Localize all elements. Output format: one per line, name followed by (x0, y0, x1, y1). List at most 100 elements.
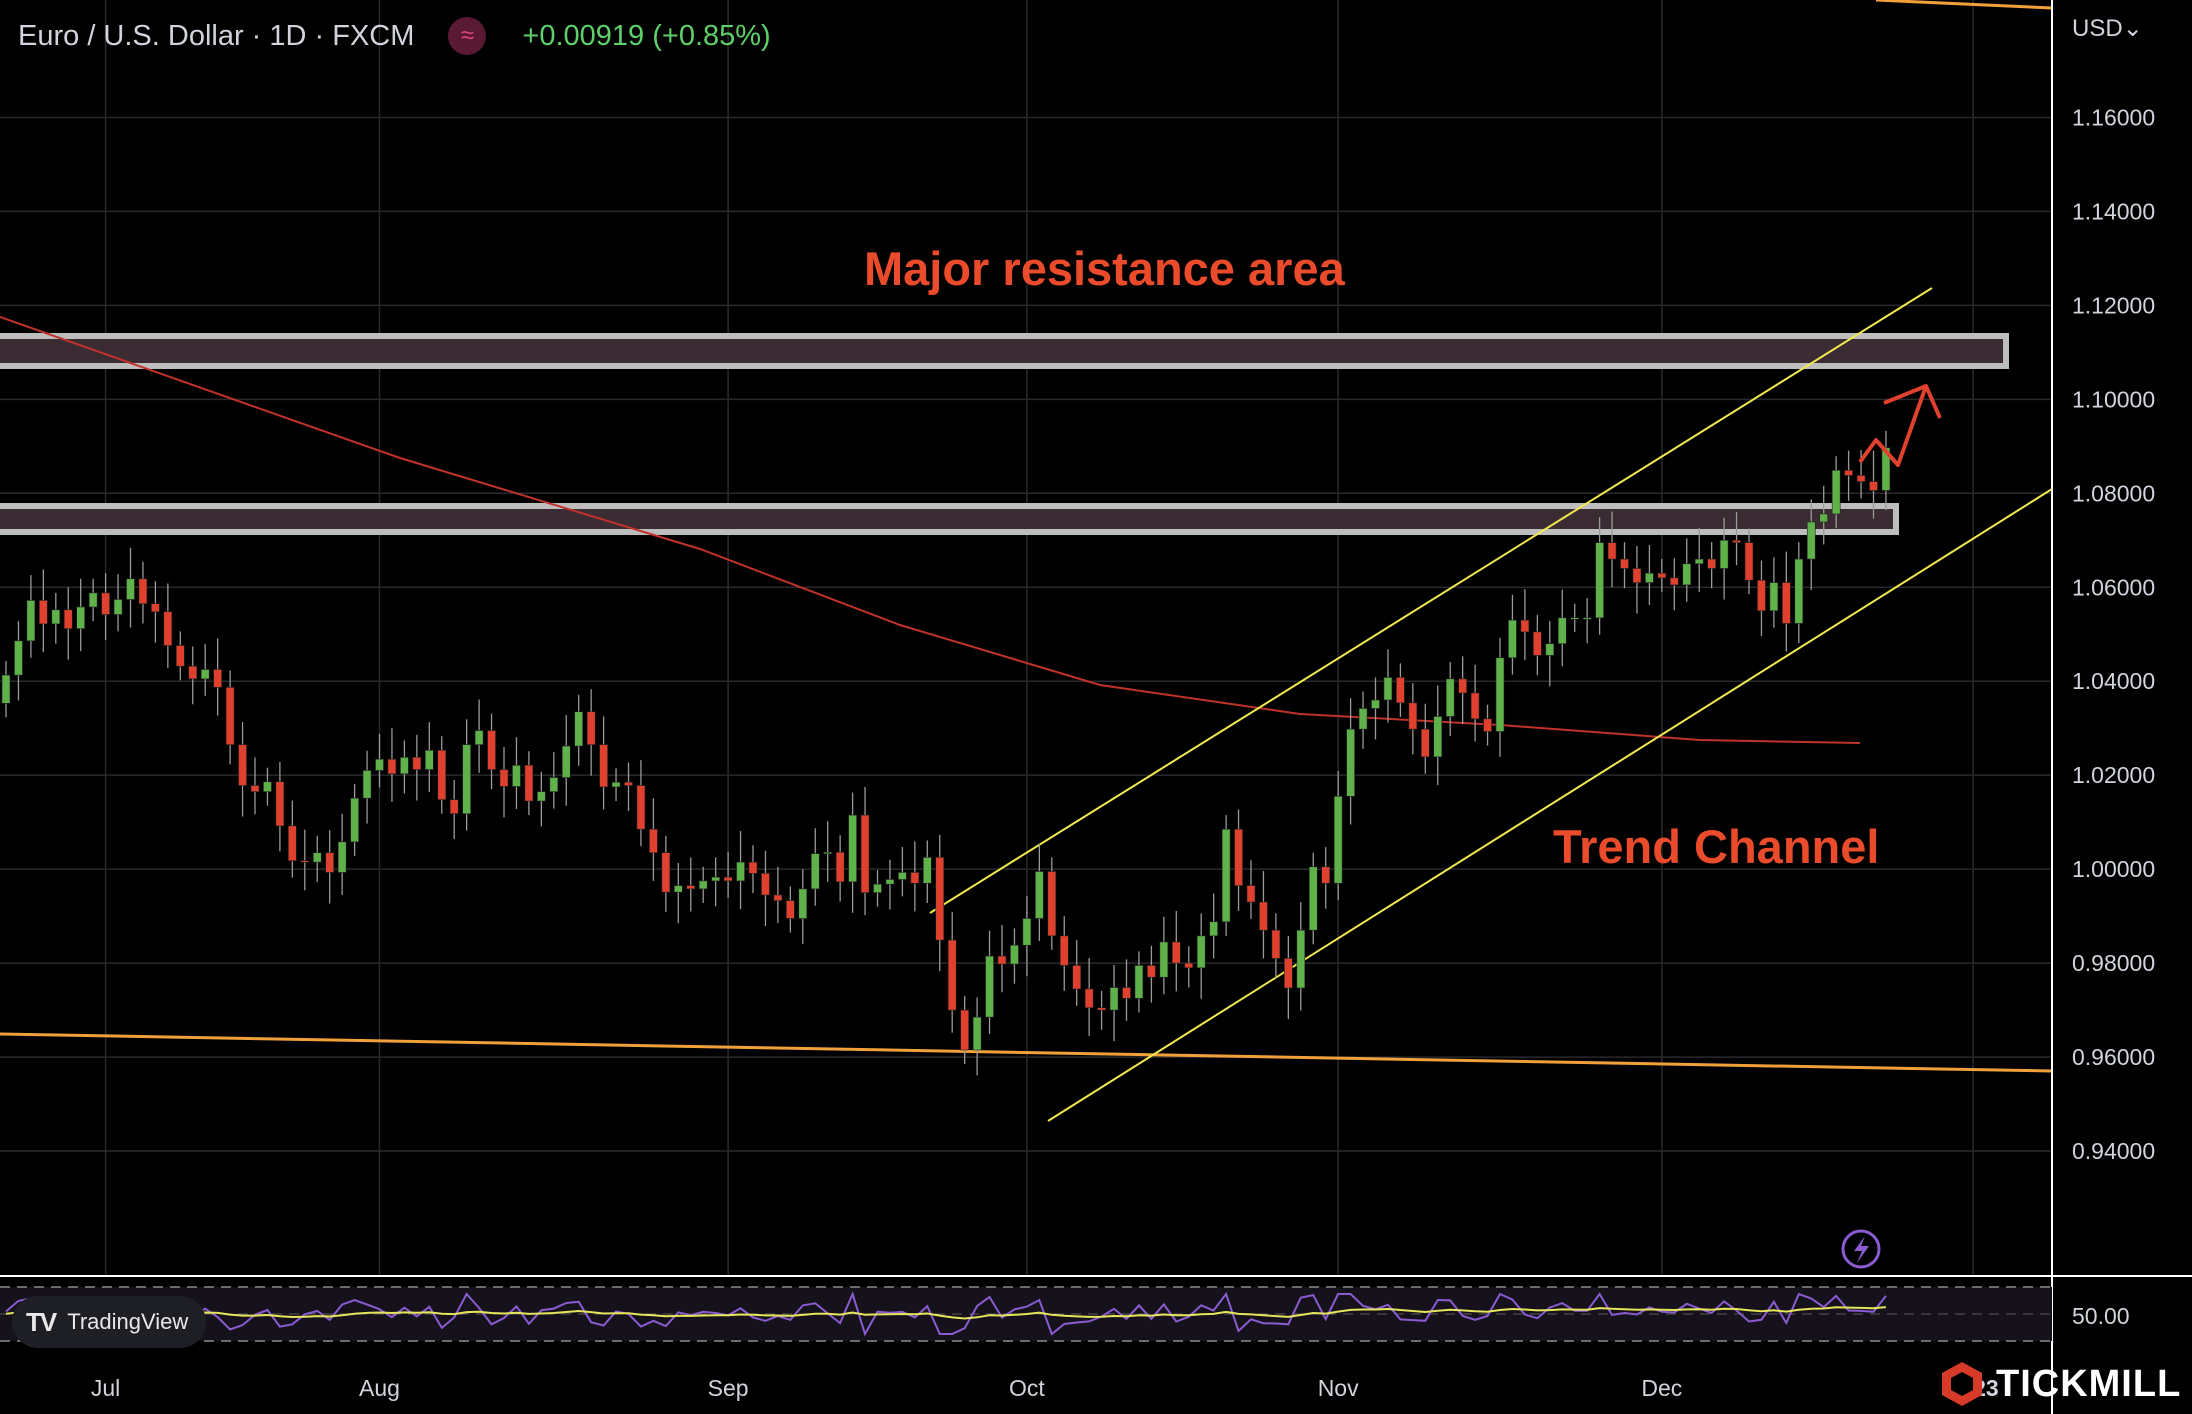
candle (947, 911, 957, 1033)
candle (773, 866, 783, 924)
candle (1097, 990, 1106, 1030)
candle (1645, 544, 1654, 606)
candle (972, 997, 982, 1076)
price-tick-label: 1.10000 (2072, 386, 2155, 412)
candle (1147, 945, 1156, 1003)
time-tick-label: Sep (708, 1375, 749, 1401)
tickmill-logo: TICKMILL (1938, 1356, 2181, 1412)
candle (1184, 946, 1194, 988)
time-axis[interactable]: JulAugSepOctNovDec2023 (91, 1375, 1999, 1401)
tradingview-mark-icon: TV (26, 1306, 57, 1337)
candle (176, 631, 185, 681)
candle (213, 638, 222, 716)
candle (1059, 916, 1069, 991)
candle (1707, 542, 1716, 589)
candle (935, 834, 945, 972)
candle (1122, 959, 1131, 1021)
price-tick-label: 0.96000 (2072, 1044, 2155, 1070)
price-tick-label: 1.02000 (2072, 762, 2155, 788)
candle (599, 716, 608, 810)
candle (1782, 551, 1791, 652)
price-tick-label: 1.00000 (2072, 856, 2155, 882)
candle (1794, 542, 1804, 644)
candle (337, 813, 347, 895)
candle (611, 768, 621, 802)
candle (1383, 649, 1393, 723)
candle (723, 851, 733, 898)
candle (200, 644, 210, 696)
price-axis[interactable]: 1.16000 1.14000 1.12000 1.10000 1.08000 1.060… (2072, 104, 2155, 1164)
candle (1508, 594, 1517, 675)
candle (835, 835, 845, 902)
tradingview-label: TradingView (67, 1309, 189, 1334)
candle (1869, 450, 1878, 519)
candle (1694, 528, 1704, 592)
candle (698, 866, 708, 903)
tradingview-logo[interactable]: TV TradingView (12, 1296, 207, 1348)
candle (113, 574, 123, 632)
candle (250, 757, 260, 815)
candle (1620, 542, 1629, 589)
candle (1221, 815, 1231, 936)
currency-selector[interactable]: USD⌄ (2072, 15, 2143, 42)
symbol-header: Euro / U.S. Dollar · 1D · FXCM ≈ +0.0091… (18, 16, 771, 56)
candle (138, 561, 148, 624)
candle (1159, 916, 1169, 995)
candle (1757, 560, 1766, 637)
candle (1172, 910, 1181, 992)
tickmill-label: TICKMILL (1996, 1362, 2182, 1405)
rsi-ma-line (5, 1306, 1886, 1320)
candle (387, 728, 397, 802)
candle (151, 581, 160, 643)
candle (1396, 663, 1405, 717)
channel-annotation: Trend Channel (1553, 820, 1879, 873)
candle (188, 646, 198, 705)
candle (126, 547, 135, 628)
candle (823, 821, 833, 882)
symbol-title[interactable]: Euro / U.S. Dollar · 1D · FXCM (18, 19, 415, 52)
candle (26, 575, 36, 658)
candle (624, 762, 633, 811)
support-line-top-segment (1875, 0, 2053, 10)
candle (51, 592, 61, 644)
candle (1109, 964, 1119, 1042)
candle (885, 859, 895, 910)
chart-grid (0, 0, 2052, 1276)
candle (312, 835, 322, 882)
price-tick-label: 1.16000 (2072, 104, 2155, 130)
candle (798, 869, 808, 944)
candle (1470, 664, 1480, 742)
projection-arrow-head (1883, 384, 1942, 419)
candle (860, 786, 870, 916)
candle (1657, 559, 1667, 592)
candle (1806, 499, 1816, 591)
candle (1881, 430, 1891, 511)
candle (661, 835, 671, 912)
price-tick-label: 0.94000 (2072, 1138, 2155, 1164)
candle (39, 569, 48, 653)
candle (1134, 951, 1144, 1013)
candle (350, 784, 359, 856)
indicator-icon[interactable]: ≈ (448, 17, 487, 55)
candle (362, 750, 372, 824)
candle (1271, 913, 1281, 979)
time-tick-label: Nov (1318, 1375, 1359, 1401)
time-tick-label: Aug (359, 1375, 400, 1401)
candle (1358, 691, 1368, 749)
alert-icon[interactable] (1841, 1229, 1881, 1269)
candle (1545, 621, 1555, 687)
candle (1520, 589, 1530, 661)
candle (63, 587, 73, 660)
candle (1719, 517, 1729, 600)
candle (1607, 511, 1617, 588)
trend-channel-lower (1047, 488, 2053, 1122)
candle (985, 930, 994, 1035)
candle (1831, 456, 1841, 529)
candle (1595, 517, 1604, 635)
candle (1196, 913, 1206, 999)
candle (910, 841, 920, 912)
candle (537, 771, 546, 827)
price-tick-label: 1.12000 (2072, 292, 2155, 318)
tickmill-icon (1942, 1362, 1982, 1406)
